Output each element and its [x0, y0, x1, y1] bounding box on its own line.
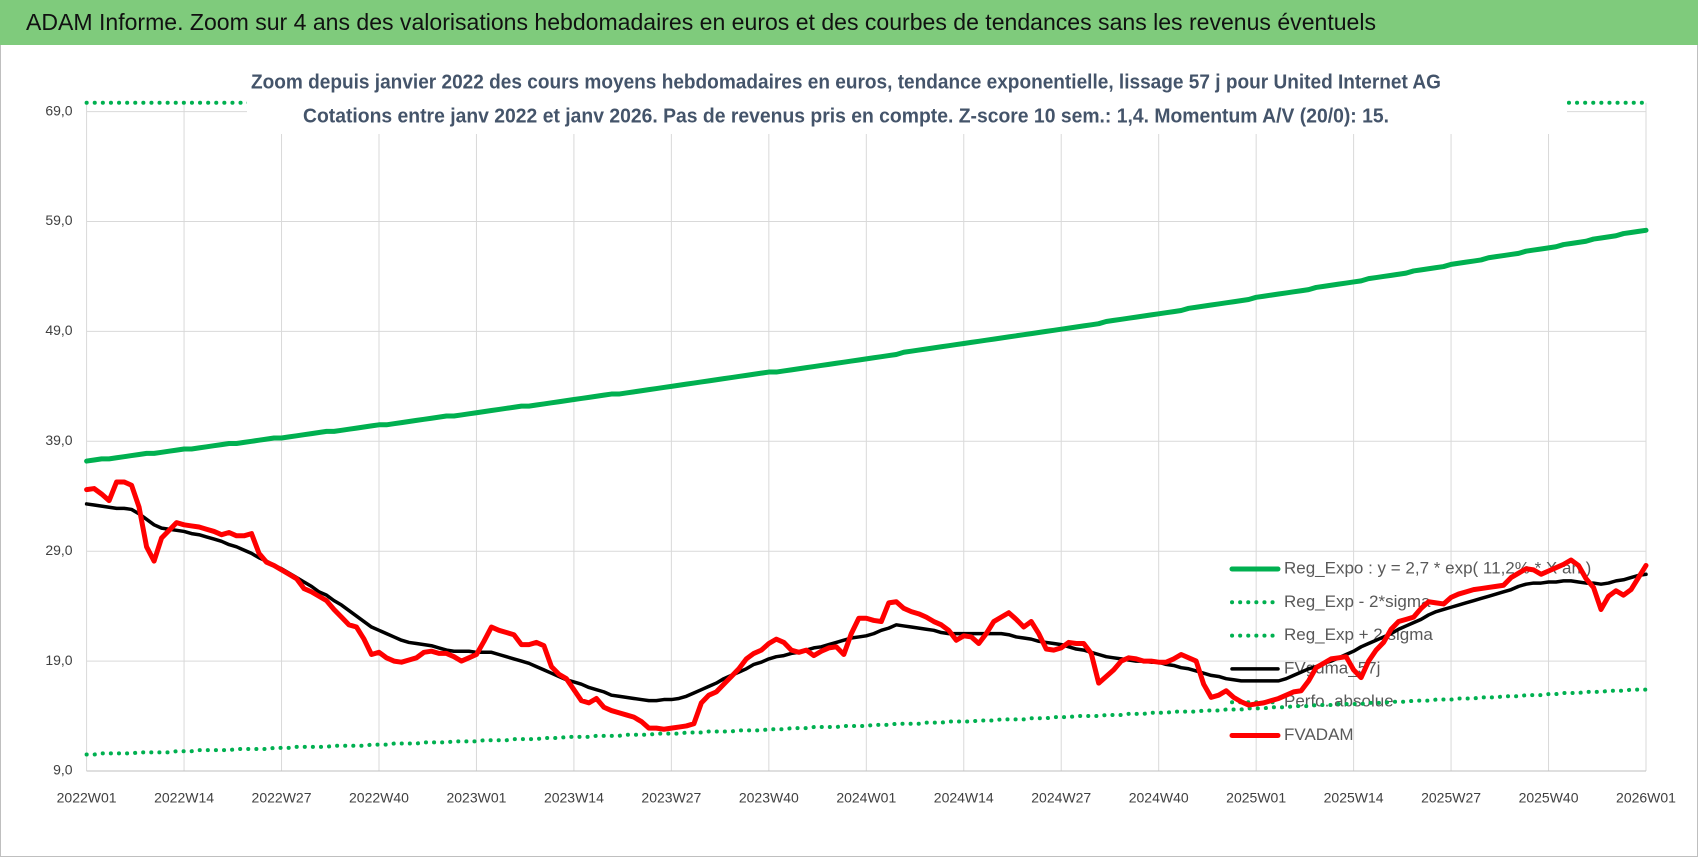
title-box — [247, 64, 1567, 134]
x-tick-label: 2025W40 — [1519, 790, 1579, 806]
y-tick-label: 59,0 — [45, 212, 72, 228]
x-tick-label: 2024W27 — [1031, 790, 1091, 806]
legend-label: Reg_Exp - 2*sigma — [1284, 592, 1431, 611]
x-tick-label: 2025W27 — [1421, 790, 1481, 806]
x-tick-label: 2022W14 — [154, 790, 214, 806]
y-tick-label: 29,0 — [45, 542, 72, 558]
y-tick-label: 69,0 — [45, 102, 72, 118]
grid: 9,0 19,0 29,0 39,0 49,0 59,0 69,0 2022W01 2022W1… — [45, 102, 1676, 805]
legend-label: Reg_Exp + 2 sigma — [1284, 625, 1433, 644]
x-tick-label: 2022W27 — [252, 790, 312, 806]
y-tick-label: 49,0 — [45, 322, 72, 338]
legend: Reg_Expo : y = 2,7 * exp( 11,2% * X an )… — [1229, 558, 1591, 744]
series-line — [84, 687, 1648, 757]
header-title: ADAM Informe. Zoom sur 4 ans des valoris… — [26, 9, 1376, 35]
y-tick-label: 19,0 — [45, 652, 72, 668]
y-tick-label: 39,0 — [45, 432, 72, 448]
chart-subtitle: Cotations entre janv 2022 et janv 2026. … — [303, 105, 1389, 127]
x-tick-label: 2023W01 — [446, 790, 506, 806]
x-tick-label: 2023W27 — [641, 790, 701, 806]
chart-title: Zoom depuis janvier 2022 des cours moyen… — [251, 71, 1441, 93]
x-tick-label: 2023W14 — [544, 790, 604, 806]
y-tick-label: 9,0 — [53, 762, 73, 778]
x-tick-label: 2024W01 — [836, 790, 896, 806]
x-tick-label: 2026W01 — [1616, 790, 1676, 806]
series-line — [84, 479, 1649, 732]
legend-label: FVADAM — [1284, 725, 1354, 744]
x-tick-label: 2022W01 — [57, 790, 117, 806]
x-tick-label: 2024W40 — [1129, 790, 1189, 806]
x-tick-label: 2023W40 — [739, 790, 799, 806]
x-tick-label: 2025W01 — [1226, 790, 1286, 806]
series-line — [84, 227, 1649, 464]
legend-label: Perfo. absolue — [1284, 692, 1394, 711]
x-tick-label: 2024W14 — [934, 790, 994, 806]
header-band — [0, 0, 1698, 45]
x-tick-label: 2025W14 — [1324, 790, 1384, 806]
x-tick-label: 2022W40 — [349, 790, 409, 806]
